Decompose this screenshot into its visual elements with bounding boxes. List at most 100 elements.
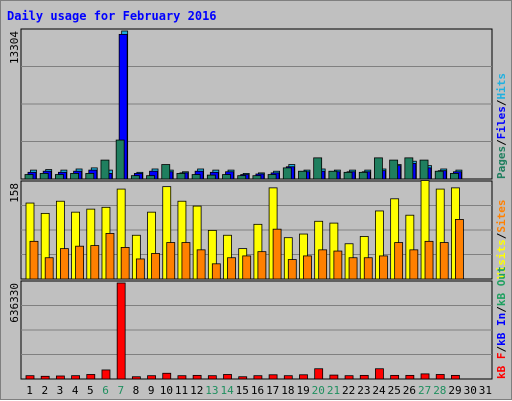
bar-kb-f-day-24: [375, 368, 384, 380]
bar-pages-day-29: [450, 173, 459, 180]
bar-kb-f-day-7: [116, 282, 126, 380]
bar-kb-f-day-28: [435, 374, 445, 380]
bar-pages-day-28: [434, 170, 444, 180]
bar-kb-f-day-3: [55, 375, 65, 380]
bar-sites-day-22: [348, 257, 358, 280]
bar-kb-f-day-8: [131, 376, 141, 380]
bar-pages-day-7: [115, 139, 125, 180]
legend-entry: /: [495, 306, 508, 313]
bar-pages-day-16: [252, 175, 262, 180]
bar-sites-day-11: [181, 242, 191, 280]
bar-kb-f-day-21: [329, 374, 339, 380]
bar-pages-day-24: [374, 157, 383, 180]
y-max-label: 13304: [8, 31, 21, 64]
bar-sites-day-20: [318, 249, 328, 280]
bar-sites-day-15: [242, 255, 252, 280]
day-label-30: 30: [464, 384, 477, 397]
bar-sites-day-10: [166, 242, 176, 280]
bar-sites-day-12: [196, 249, 206, 280]
day-label-3: 3: [57, 384, 64, 397]
bar-kb-f-day-19: [299, 374, 308, 380]
bar-kb-f-day-2: [40, 375, 50, 380]
bar-pages-day-9: [146, 175, 155, 180]
bar-sites-day-1: [29, 240, 39, 280]
y-max-label: 636330: [8, 283, 21, 323]
bar-sites-day-13: [211, 263, 221, 280]
bar-pages-day-6: [100, 159, 110, 180]
day-label-12: 12: [190, 384, 203, 397]
day-label-4: 4: [72, 384, 79, 397]
legend-entry: kB F: [495, 353, 508, 380]
day-label-24: 24: [372, 384, 386, 397]
day-label-10: 10: [160, 384, 173, 397]
bar-pages-day-1: [24, 174, 34, 180]
bar-pages-day-12: [191, 174, 201, 180]
bar-sites-day-5: [90, 245, 100, 280]
day-label-31: 31: [479, 384, 492, 397]
day-label-26: 26: [403, 384, 416, 397]
day-label-13: 13: [205, 384, 218, 397]
bar-pages-day-21: [328, 170, 338, 180]
day-label-29: 29: [448, 384, 461, 397]
bar-sites-day-8: [135, 258, 145, 280]
bar-sites-day-2: [44, 257, 54, 280]
bar-sites-day-9: [151, 253, 160, 280]
bar-pages-day-26: [404, 157, 414, 180]
chart-title: Daily usage for February 2016: [7, 9, 217, 23]
legend-entry: Pages: [495, 146, 508, 179]
bar-pages-day-8: [130, 175, 140, 180]
bar-kb-f-day-18: [283, 375, 293, 380]
bar-sites-day-16: [257, 251, 267, 280]
bar-sites-day-14: [227, 257, 236, 280]
bar-kb-f-day-13: [207, 375, 217, 380]
legend-entry: kB Out: [495, 266, 508, 306]
day-label-8: 8: [133, 384, 140, 397]
day-label-1: 1: [26, 384, 33, 397]
day-label-9: 9: [148, 384, 155, 397]
bar-sites-day-29: [455, 219, 464, 280]
bar-kb-f-day-25: [390, 374, 400, 380]
bar-sites-day-17: [272, 228, 282, 280]
bar-kb-f-day-6: [101, 369, 111, 380]
bar-kb-f-day-26: [405, 374, 415, 380]
day-label-11: 11: [175, 384, 188, 397]
day-label-21: 21: [327, 384, 340, 397]
bar-pages-day-23: [358, 171, 368, 180]
legend-entry: kB In: [495, 313, 508, 346]
bar-pages-day-15: [237, 175, 247, 180]
legend-hits-files-pages: Pages/Files/Hits: [495, 73, 508, 179]
legend-entry: Sites: [495, 200, 508, 233]
bar-kb-f-day-4: [71, 375, 80, 380]
bar-sites-day-6: [105, 233, 115, 280]
bar-pages-day-27: [419, 159, 429, 180]
day-label-19: 19: [296, 384, 309, 397]
bar-sites-day-3: [59, 248, 69, 280]
legend-entry: /: [495, 139, 508, 146]
day-label-20: 20: [312, 384, 325, 397]
bar-sites-day-19: [303, 255, 312, 280]
day-label-7: 7: [117, 384, 124, 397]
bar-sites-day-26: [409, 249, 419, 280]
bar-sites-day-23: [363, 257, 373, 280]
bar-kb-f-day-9: [147, 375, 156, 380]
day-label-18: 18: [281, 384, 294, 397]
bar-sites-day-4: [75, 245, 84, 280]
bar-kb-f-day-27: [420, 373, 430, 380]
bar-pages-day-22: [343, 171, 353, 180]
legend-visits-sites: Visits/Sites: [495, 200, 508, 280]
day-label-5: 5: [87, 384, 94, 397]
bar-kb-f-day-29: [451, 374, 460, 380]
bar-kb-f-day-11: [177, 375, 187, 380]
bar-pages-day-4: [70, 173, 79, 180]
legend-kbytes: kB F/kB In/kB Out: [495, 266, 508, 379]
bar-pages-day-11: [176, 173, 186, 180]
bar-kb-f-day-22: [344, 375, 354, 380]
legend-entry: /: [495, 346, 508, 353]
y-max-label: 158: [8, 183, 21, 203]
bar-pages-day-25: [389, 159, 399, 180]
day-label-15: 15: [236, 384, 249, 397]
bar-kb-f-day-20: [314, 368, 324, 380]
bar-pages-day-13: [206, 174, 216, 180]
